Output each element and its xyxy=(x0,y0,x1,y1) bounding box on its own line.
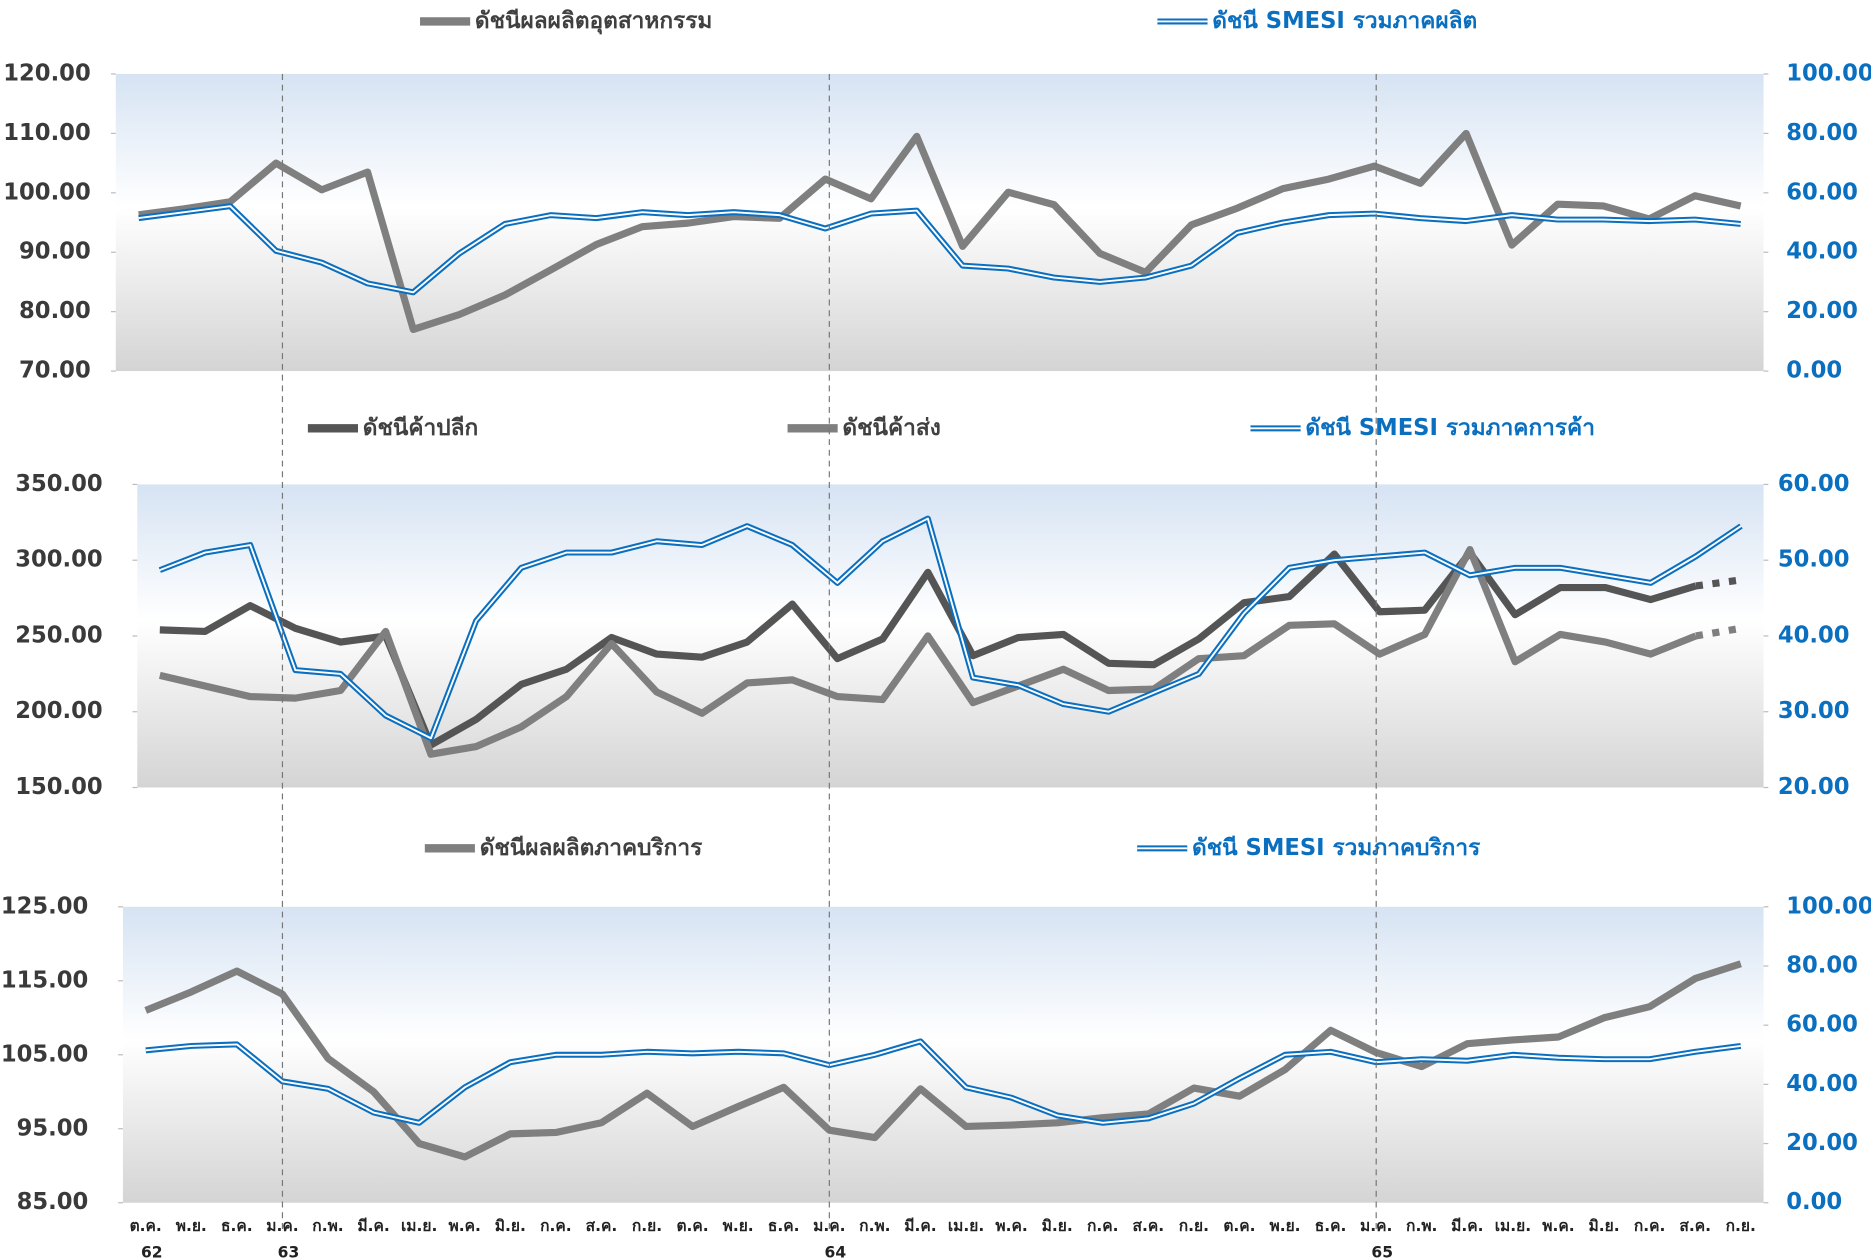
y2-tick-label: 40.00 xyxy=(1778,622,1850,648)
x-tick-label: ส.ค. xyxy=(1679,1217,1711,1235)
x-tick-label: ก.ย. xyxy=(1179,1217,1209,1235)
y-tick-label: 80.00 xyxy=(19,298,91,324)
y2-tick-label: 20.00 xyxy=(1786,298,1858,324)
y2-tick-label: 100.00 xyxy=(1786,893,1871,919)
legend-label: ดัชนีค้าส่ง xyxy=(842,415,940,441)
y-tick-label: 115.00 xyxy=(1,967,88,993)
x-tick-label: ส.ค. xyxy=(1133,1217,1165,1235)
y2-tick-label: 100.00 xyxy=(1786,60,1871,86)
x-tick-label: มี.ค. xyxy=(357,1217,389,1235)
y-tick-label: 95.00 xyxy=(17,1115,89,1141)
x-year-label: 65 xyxy=(1371,1243,1393,1260)
x-tick-label: มิ.ย. xyxy=(495,1217,526,1235)
legend-label: ดัชนี SMESI รวมภาคการค้า xyxy=(1305,415,1595,441)
line-series-inner xyxy=(159,517,1742,740)
x-tick-label: พ.ย. xyxy=(723,1217,754,1235)
y-tick-label: 90.00 xyxy=(19,239,91,265)
plot-area xyxy=(115,73,1764,372)
y2-tick-label: 0.00 xyxy=(1786,1189,1842,1215)
line-series-inner xyxy=(145,1040,1741,1124)
line-series-dashed xyxy=(1695,576,1742,590)
y-tick-label: 70.00 xyxy=(19,358,91,384)
y2-tick-label: 0.00 xyxy=(1786,358,1842,384)
x-tick-label: พ.ค. xyxy=(995,1217,1027,1235)
x-tick-label: ส.ค. xyxy=(586,1217,618,1235)
line-series-dashed xyxy=(1695,624,1742,640)
x-tick-label: ธ.ค. xyxy=(1315,1217,1347,1235)
y2-tick-label: 60.00 xyxy=(1778,471,1850,497)
x-tick-label: พ.ค. xyxy=(449,1217,481,1235)
x-tick-label: ก.พ. xyxy=(312,1217,343,1235)
y2-tick-label: 20.00 xyxy=(1786,1130,1858,1156)
y-tick-label: 250.00 xyxy=(15,622,102,648)
legend-label: ดัชนีผลผลิตภาคบริการ xyxy=(480,835,703,861)
y2-tick-label: 80.00 xyxy=(1786,120,1858,146)
x-tick-label: ก.ค. xyxy=(1087,1217,1119,1235)
line-series xyxy=(138,129,1742,334)
x-tick-label: ก.ค. xyxy=(1634,1217,1666,1235)
y2-tick-label: 40.00 xyxy=(1786,239,1858,265)
x-tick-label: ต.ค. xyxy=(676,1217,708,1235)
x-year-label: 63 xyxy=(278,1243,300,1260)
x-tick-label: ต.ค. xyxy=(130,1217,162,1235)
x-tick-label: มิ.ย. xyxy=(1589,1217,1620,1235)
legend-label: ดัชนีค้าปลีก xyxy=(363,415,478,441)
x-tick-label: ต.ค. xyxy=(1223,1217,1255,1235)
x-tick-label: ธ.ค. xyxy=(221,1217,253,1235)
y-tick-label: 300.00 xyxy=(15,547,102,573)
y2-tick-label: 40.00 xyxy=(1786,1071,1858,1097)
x-tick-label: ก.ย. xyxy=(1726,1217,1756,1235)
x-tick-label: พ.ย. xyxy=(1270,1217,1301,1235)
legend-label: ดัชนี SMESI รวมภาคผลิต xyxy=(1212,8,1477,34)
x-year-label: 64 xyxy=(825,1243,847,1260)
y-tick-label: 100.00 xyxy=(3,179,90,205)
y2-tick-label: 50.00 xyxy=(1778,547,1850,573)
y-tick-label: 120.00 xyxy=(3,60,90,86)
y-tick-label: 85.00 xyxy=(17,1189,89,1215)
x-tick-label: ก.ค. xyxy=(540,1217,572,1235)
x-tick-label: พ.ย. xyxy=(176,1217,207,1235)
line-series xyxy=(158,546,1698,758)
y-tick-label: 200.00 xyxy=(15,698,102,724)
y-tick-label: 125.00 xyxy=(1,893,88,919)
x-tick-label: ธ.ค. xyxy=(768,1217,800,1235)
x-tick-label: ก.ย. xyxy=(632,1217,662,1235)
y2-tick-label: 60.00 xyxy=(1786,1012,1858,1038)
x-tick-label: เม.ย. xyxy=(401,1217,437,1235)
x-tick-label: เม.ย. xyxy=(1495,1217,1531,1235)
y-tick-label: 350.00 xyxy=(15,471,102,497)
legend-label: ดัชนีผลผลิตอุตสาหกรรม xyxy=(475,8,712,35)
x-tick-label: มี.ค. xyxy=(1451,1217,1483,1235)
x-year-label: 62 xyxy=(141,1243,163,1260)
x-tick-label: ก.พ. xyxy=(1406,1217,1437,1235)
y-tick-label: 110.00 xyxy=(3,120,90,146)
legend-label: ดัชนี SMESI รวมภาคบริการ xyxy=(1192,835,1481,861)
x-tick-label: เม.ย. xyxy=(948,1217,984,1235)
y-tick-label: 150.00 xyxy=(15,774,102,800)
plot-area xyxy=(137,484,1764,788)
y2-tick-label: 60.00 xyxy=(1786,179,1858,205)
x-tick-label: มี.ค. xyxy=(904,1217,936,1235)
x-tick-label: พ.ค. xyxy=(1542,1217,1574,1235)
line-series-inner xyxy=(138,205,1741,294)
y2-tick-label: 80.00 xyxy=(1786,952,1858,978)
y-tick-label: 105.00 xyxy=(1,1041,88,1067)
y2-tick-label: 30.00 xyxy=(1778,698,1850,724)
y2-tick-label: 20.00 xyxy=(1778,774,1850,800)
x-tick-label: มิ.ย. xyxy=(1042,1217,1073,1235)
line-series xyxy=(144,960,1742,1161)
x-tick-label: ก.พ. xyxy=(859,1217,890,1235)
